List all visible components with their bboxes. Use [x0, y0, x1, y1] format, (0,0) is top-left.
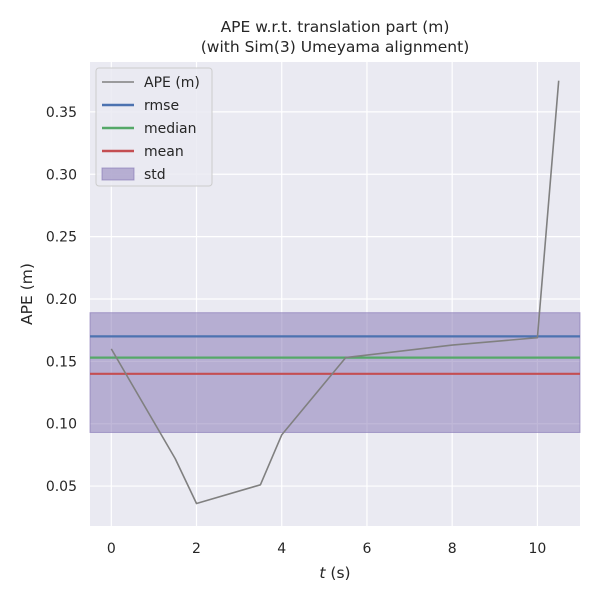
- legend-label-0: APE (m): [144, 75, 200, 91]
- legend-label-1: rmse: [144, 98, 179, 114]
- legend-label-2: median: [144, 121, 196, 137]
- legend-swatch-4: [101, 167, 135, 181]
- series-group: [110, 80, 560, 505]
- y-tick-label-0: 0.05: [46, 479, 77, 495]
- y-tick-label-3: 0.20: [46, 292, 77, 308]
- chart-title: APE w.r.t. translation part (m): [221, 18, 450, 36]
- legend-box: [95, 67, 213, 187]
- x-axis-label-unit: (s): [325, 564, 350, 582]
- y-tick-label-5: 0.30: [46, 167, 77, 183]
- std-band: [89, 312, 581, 433]
- y-tick-label-1: 0.10: [46, 417, 77, 433]
- x-tick-label-3: 6: [362, 541, 371, 557]
- y-tick-label-4: 0.25: [46, 230, 77, 246]
- x-tick-label-0: 0: [107, 541, 116, 557]
- x-tick-label-2: 4: [277, 541, 286, 557]
- y-axis-label: APE (m): [18, 263, 36, 325]
- std-band-group: [89, 312, 581, 433]
- x-axis-label-variable: t: [319, 564, 326, 582]
- stat-lines-group: [90, 335, 580, 375]
- legend-label-4: std: [144, 167, 166, 183]
- y-tick-label-6: 0.35: [46, 105, 77, 121]
- y-tick-labels: 0.05 0.10 0.15 0.20 0.25 0.30 0.35: [46, 105, 77, 495]
- x-axis-label: t (s): [319, 564, 350, 582]
- x-tick-label-1: 2: [192, 541, 201, 557]
- legend: APE (m) rmse median mean std: [95, 67, 213, 187]
- y-tick-label-2: 0.15: [46, 354, 77, 370]
- legend-label-3: mean: [144, 144, 184, 160]
- x-tick-label-4: 8: [448, 541, 457, 557]
- chart-subtitle: (with Sim(3) Umeyama alignment): [201, 38, 470, 56]
- x-tick-label-5: 10: [528, 541, 546, 557]
- series-line-0: [110, 80, 560, 505]
- x-tick-labels: 0 2 4 6 8 10: [107, 541, 546, 557]
